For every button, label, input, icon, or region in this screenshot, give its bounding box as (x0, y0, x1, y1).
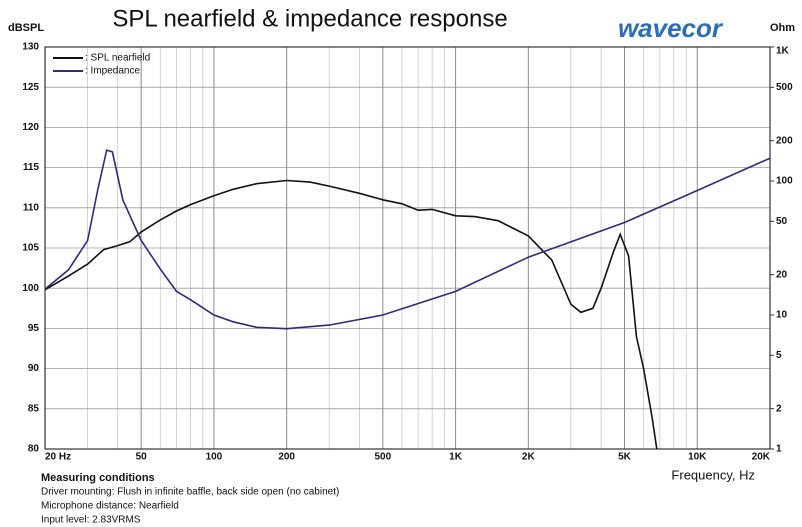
y2-tick-label: 1 (776, 444, 782, 455)
plot-frame (44, 46, 771, 450)
y2-tick-label: 200 (776, 135, 793, 146)
y2-axis-label: Ohm (770, 22, 795, 34)
y-tick-label: 130 (22, 42, 39, 53)
y2-tick-label: 500 (776, 82, 793, 93)
y2-tick-label: 5 (776, 350, 782, 361)
y-tick-label: 115 (23, 162, 40, 173)
x-tick-label: 2K (522, 452, 536, 463)
note: Driver mounting: Flush in infinite baffl… (41, 487, 339, 498)
y2-tick-label: 20 (776, 269, 788, 280)
logo: wavecor (618, 13, 724, 43)
chart-title: SPL nearfield & impedance response (112, 5, 507, 32)
note: Microphone distance: Nearfield (41, 501, 179, 512)
x-tick-label: 5K (618, 452, 632, 463)
legend-label: : SPL nearfield (85, 53, 150, 64)
series-line (45, 179, 658, 449)
y2-tick-label: 2 (776, 403, 782, 414)
y-tick-label: 100 (22, 283, 39, 294)
series-line (45, 149, 770, 330)
y-tick-label: 95 (28, 323, 40, 334)
x-axis-label: Frequency, Hz (671, 467, 755, 482)
x-tick-label: 20 Hz (45, 452, 71, 463)
x-tick-label: 50 (136, 452, 148, 463)
x-tick-label: 10K (688, 452, 707, 463)
notes-heading: Measuring conditions (41, 472, 155, 484)
y-axis-label: dBSPL (8, 22, 44, 34)
y-tick-label: 90 (28, 363, 40, 374)
y-tick-label: 110 (23, 202, 40, 213)
legend-label: : Impedance (85, 66, 140, 77)
x-tick-label: 100 (206, 452, 223, 463)
x-tick-label: 200 (278, 452, 295, 463)
y2-tick-label: 10 (776, 310, 788, 321)
y-tick-label: 125 (22, 82, 39, 93)
y-tick-label: 80 (28, 444, 40, 455)
y-tick-label: 105 (22, 243, 39, 254)
x-tick-label: 1K (449, 452, 463, 463)
y2-tick-label: 50 (776, 216, 788, 227)
y2-tick-label: 100 (776, 176, 793, 187)
y-tick-label: 85 (28, 403, 40, 414)
y-tick-label: 120 (22, 122, 39, 133)
x-tick-label: 20K (752, 452, 771, 463)
x-tick-label: 500 (374, 452, 391, 463)
y2-tick-label: 1K (776, 46, 790, 57)
note: Input level: 2.83VRMS (41, 515, 141, 526)
